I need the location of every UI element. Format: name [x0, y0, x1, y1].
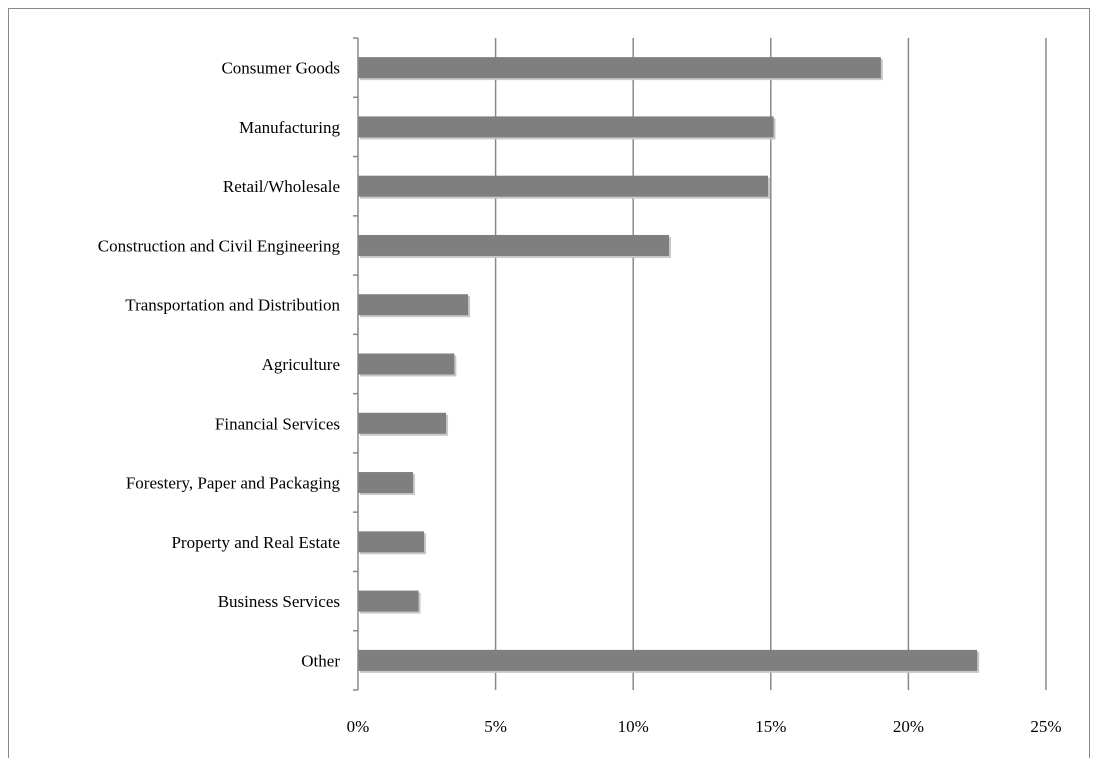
bar	[358, 353, 455, 375]
bars	[358, 57, 980, 673]
x-tick-label: 5%	[484, 717, 507, 736]
x-tick-label: 15%	[755, 717, 786, 736]
category-label: Retail/Wholesale	[223, 177, 340, 196]
bar	[358, 116, 774, 138]
category-label: Agriculture	[262, 355, 340, 374]
bar	[358, 649, 978, 671]
category-label: Transportation and Distribution	[125, 296, 340, 315]
x-tick-labels: 0% 5% 10% 15% 20% 25%	[347, 717, 1062, 736]
x-tick-label: 20%	[893, 717, 924, 736]
bar	[358, 175, 769, 197]
category-label: Forestery, Paper and Packaging	[126, 474, 341, 493]
bar	[358, 472, 414, 494]
chart-frame	[8, 8, 1090, 758]
category-labels: Consumer Goods Manufacturing Retail/Wholes…	[98, 59, 341, 671]
category-label: Business Services	[218, 592, 340, 611]
x-tick-label: 10%	[618, 717, 649, 736]
bar	[358, 234, 669, 256]
category-label: Construction and Civil Engineering	[98, 236, 341, 255]
bar	[358, 412, 447, 434]
y-axis	[353, 37, 359, 691]
bar	[358, 590, 419, 612]
category-label: Manufacturing	[239, 118, 341, 137]
category-label: Consumer Goods	[221, 59, 340, 78]
bar	[358, 294, 469, 316]
category-label: Property and Real Estate	[171, 533, 340, 552]
bar	[358, 531, 425, 553]
category-label: Other	[301, 651, 340, 670]
x-tick-label: 25%	[1030, 717, 1061, 736]
gridlines	[494, 38, 1047, 690]
bar	[358, 57, 881, 79]
category-label: Financial Services	[215, 414, 340, 433]
x-tick-label: 0%	[347, 717, 370, 736]
